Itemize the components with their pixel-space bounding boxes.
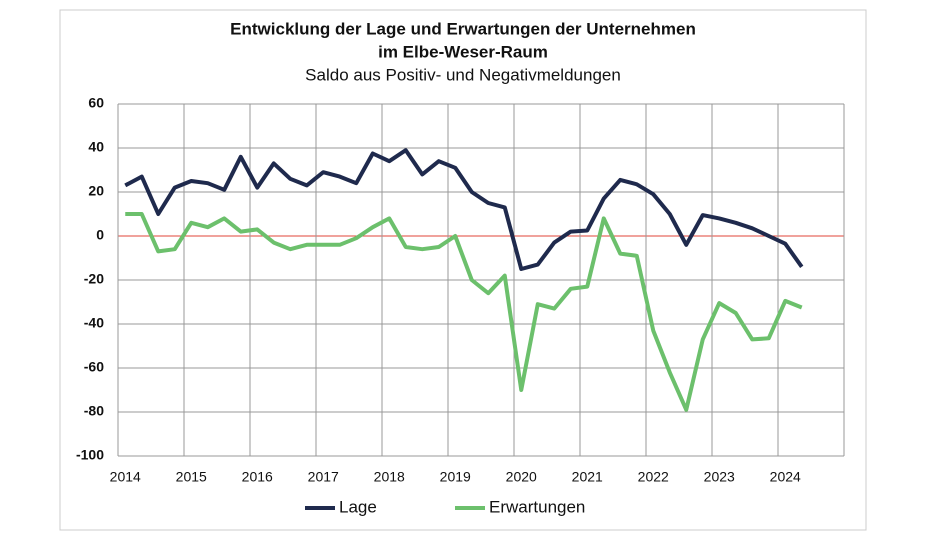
x-tick-label: 2019: [440, 469, 471, 485]
x-tick-label: 2020: [506, 469, 537, 485]
chart-title: Entwicklung der Lage und Erwartungen der…: [230, 19, 696, 38]
x-tick-label: 2014: [110, 469, 141, 485]
x-tick-label: 2023: [704, 469, 735, 485]
y-tick-label: 20: [88, 183, 104, 199]
x-tick-label: 2016: [242, 469, 273, 485]
chart-title: im Elbe-Weser-Raum: [378, 42, 548, 61]
y-tick-label: 40: [88, 139, 104, 155]
x-tick-label: 2024: [770, 469, 801, 485]
y-tick-label: -60: [84, 359, 104, 375]
y-tick-label: 60: [88, 95, 104, 111]
x-tick-label: 2022: [638, 469, 669, 485]
y-tick-label: -100: [76, 447, 104, 463]
y-tick-label: -40: [84, 315, 104, 331]
frame: [59, 9, 867, 531]
y-tick-label: -20: [84, 271, 104, 287]
legend-label: Lage: [339, 497, 377, 516]
x-tick-label: 2021: [572, 469, 603, 485]
x-tick-label: 2017: [308, 469, 339, 485]
line-series: [125, 212, 803, 412]
x-tick-label: 2018: [374, 469, 405, 485]
line-series: [124, 148, 804, 271]
y-tick-label: 0: [96, 227, 104, 243]
legend-label: Erwartungen: [489, 497, 585, 516]
x-tick-label: 2015: [176, 469, 207, 485]
y-tick-label: -80: [84, 403, 104, 419]
chart-subtitle: Saldo aus Positiv- und Negativmeldungen: [305, 65, 621, 84]
